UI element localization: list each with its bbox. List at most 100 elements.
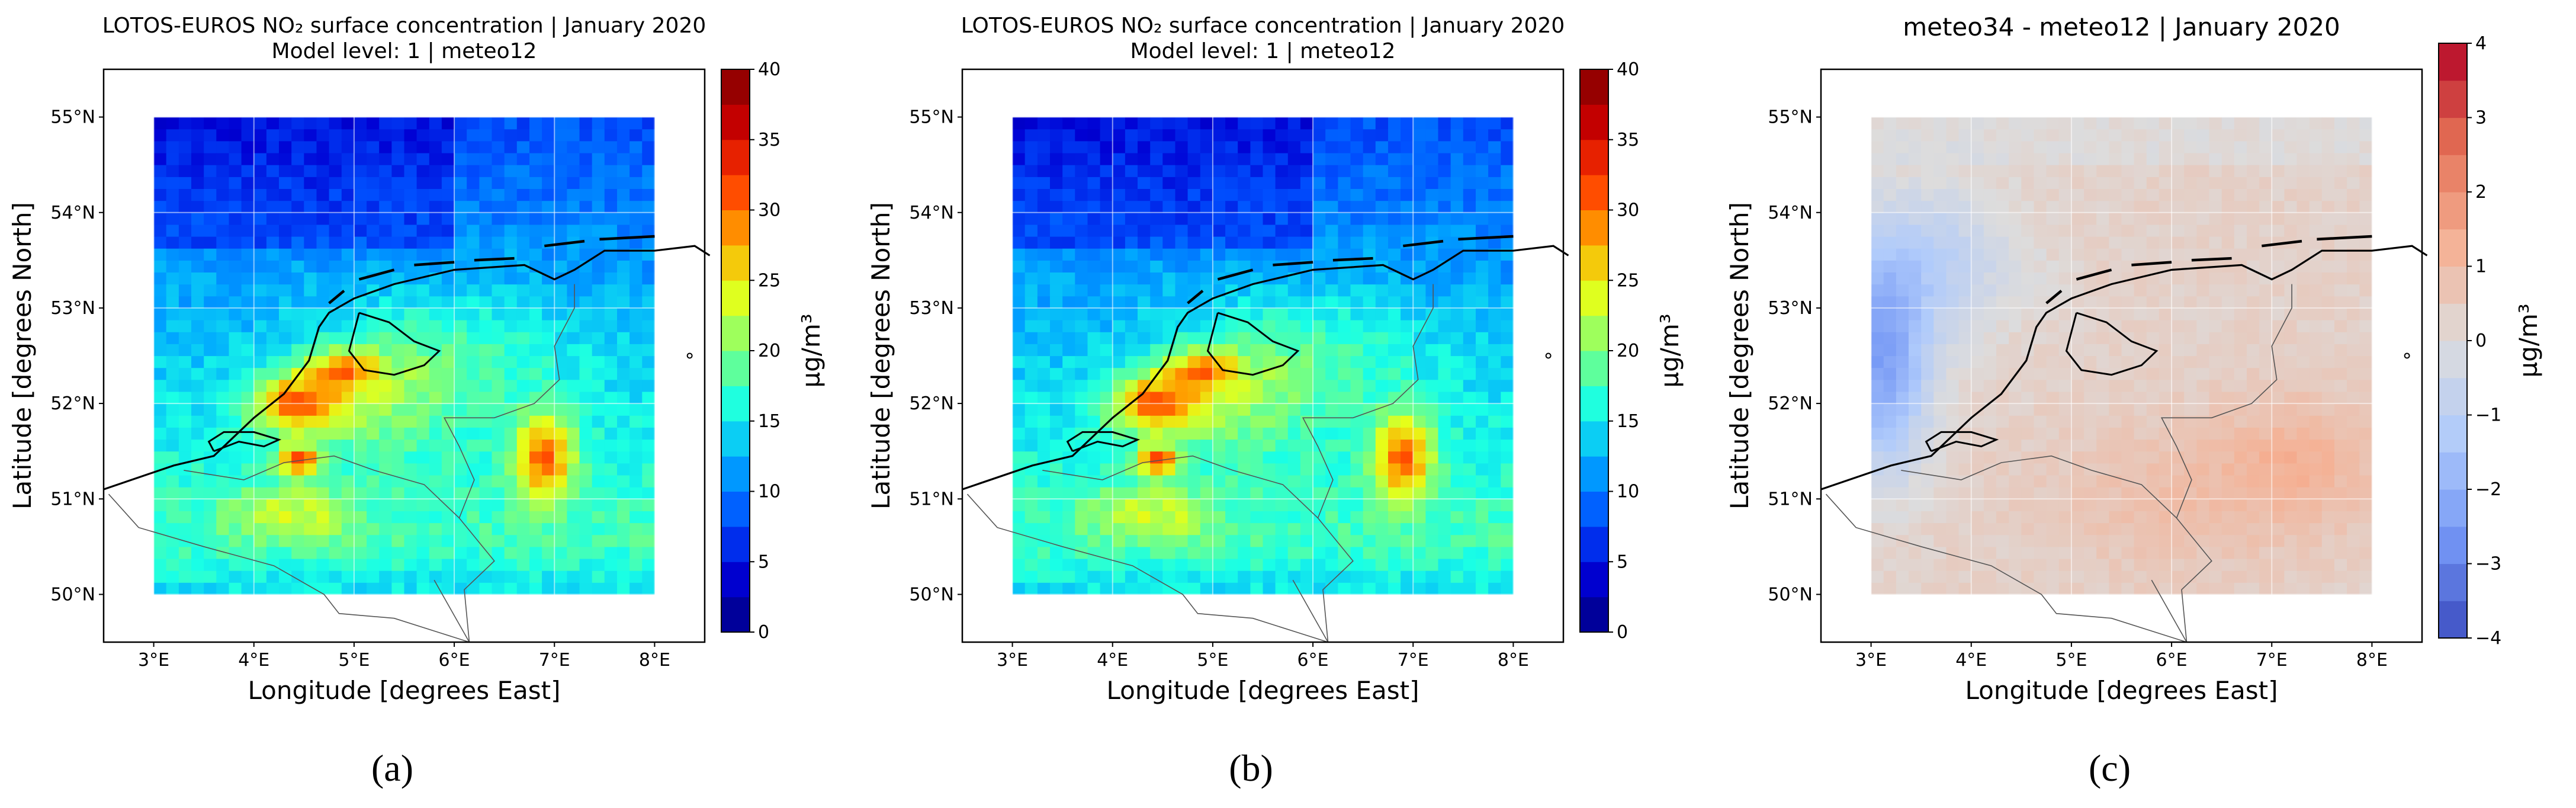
grid-cell xyxy=(1476,272,1489,285)
grid-cell xyxy=(529,224,542,237)
grid-cell xyxy=(617,499,630,511)
grid-cell xyxy=(266,439,280,452)
grid-cell xyxy=(2021,439,2034,452)
grid-cell xyxy=(629,236,643,249)
grid-cell xyxy=(1413,177,1426,189)
grid-cell xyxy=(1501,355,1514,368)
grid-cell xyxy=(1401,559,1414,571)
grid-cell xyxy=(1883,307,1897,320)
colorbar-tick-label: 20 xyxy=(758,341,780,361)
grid-cell xyxy=(1087,153,1101,165)
grid-cell xyxy=(1012,582,1026,595)
grid-cell xyxy=(391,379,405,392)
grid-cell xyxy=(441,391,455,404)
grid-cell xyxy=(2109,284,2122,297)
grid-cell xyxy=(642,177,655,189)
grid-cell xyxy=(1350,570,1364,583)
grid-cell xyxy=(216,260,229,272)
grid-cell xyxy=(516,559,530,571)
grid-cell xyxy=(1883,546,1897,559)
grid-cell xyxy=(1200,165,1213,177)
grid-cell xyxy=(266,188,280,201)
grid-cell xyxy=(391,463,405,476)
grid-cell xyxy=(1401,546,1414,559)
grid-cell xyxy=(1401,188,1414,201)
grid-cell xyxy=(241,451,255,464)
grid-cell xyxy=(1476,117,1489,130)
grid-cell xyxy=(1871,439,1884,452)
grid-cell xyxy=(1200,129,1213,142)
grid-cell xyxy=(304,439,317,452)
grid-cell xyxy=(1075,165,1088,177)
grid-cell xyxy=(1933,559,1947,571)
grid-cell xyxy=(2209,522,2222,536)
grid-cell xyxy=(1501,499,1514,511)
grid-cell xyxy=(1138,499,1151,511)
grid-cell xyxy=(1438,499,1451,511)
grid-cell xyxy=(2247,403,2260,416)
grid-cell xyxy=(1388,355,1401,368)
grid-cell xyxy=(1983,499,1997,511)
delta-shore xyxy=(207,431,282,453)
grid-cell xyxy=(2247,391,2260,404)
grid-cell xyxy=(1871,355,1884,368)
grid-cell xyxy=(1871,248,1884,261)
grid-cell xyxy=(1883,415,1897,428)
grid-cell xyxy=(2247,355,2260,368)
grid-cell xyxy=(492,559,505,571)
grid-cell xyxy=(329,439,342,452)
grid-cell xyxy=(1024,534,1038,547)
grid-cell xyxy=(2096,439,2109,452)
grid-cell xyxy=(1946,427,1960,440)
grid-cell xyxy=(1996,487,2009,499)
grid-cell xyxy=(2109,463,2122,476)
grid-cell xyxy=(2071,188,2084,201)
grid-cell xyxy=(2096,129,2109,142)
grid-cell xyxy=(216,200,229,213)
grid-cell xyxy=(2058,165,2072,177)
grid-cell xyxy=(1200,403,1213,416)
grid-cell xyxy=(1125,307,1138,320)
grid-cell xyxy=(1363,212,1376,225)
grid-cell xyxy=(1250,511,1264,524)
grid-cell xyxy=(1200,248,1213,261)
grid-cell xyxy=(604,165,618,177)
grid-cell xyxy=(1162,379,1175,392)
grid-cell xyxy=(1037,272,1051,285)
grid-cell xyxy=(416,140,430,153)
x-tick-label: 3°E xyxy=(997,650,1028,671)
grid-cell xyxy=(617,439,630,452)
grid-cell xyxy=(2221,236,2235,249)
grid-cell xyxy=(1401,117,1414,130)
grid-cell xyxy=(316,487,330,499)
grid-cell xyxy=(1100,153,1113,165)
grid-cell xyxy=(1425,570,1439,583)
grid-cell xyxy=(516,224,530,237)
grid-cell xyxy=(341,451,355,464)
grid-cell xyxy=(1050,391,1063,404)
grid-cell xyxy=(1909,379,1922,392)
grid-cell xyxy=(216,224,229,237)
grid-cell xyxy=(1946,415,1960,428)
grid-cell xyxy=(429,463,442,476)
grid-cell xyxy=(354,344,367,357)
grid-cell xyxy=(1971,224,1984,237)
grid-cell xyxy=(1933,534,1947,547)
grid-cell xyxy=(1238,284,1251,297)
grid-cell xyxy=(2272,391,2285,404)
grid-cell xyxy=(2096,522,2109,536)
grid-cell xyxy=(529,332,542,344)
grid-cell xyxy=(1438,296,1451,309)
grid-cell xyxy=(554,511,567,524)
grid-cell xyxy=(1450,165,1464,177)
grid-cell xyxy=(266,200,280,213)
grid-cell xyxy=(504,570,518,583)
grid-cell xyxy=(1150,570,1163,583)
grid-cell xyxy=(2084,165,2097,177)
grid-cell xyxy=(2321,403,2335,416)
grid-cell xyxy=(629,559,643,571)
grid-cell xyxy=(2159,165,2172,177)
grid-cell xyxy=(2046,451,2060,464)
grid-cell xyxy=(2259,260,2272,272)
grid-cell xyxy=(1996,117,2009,130)
